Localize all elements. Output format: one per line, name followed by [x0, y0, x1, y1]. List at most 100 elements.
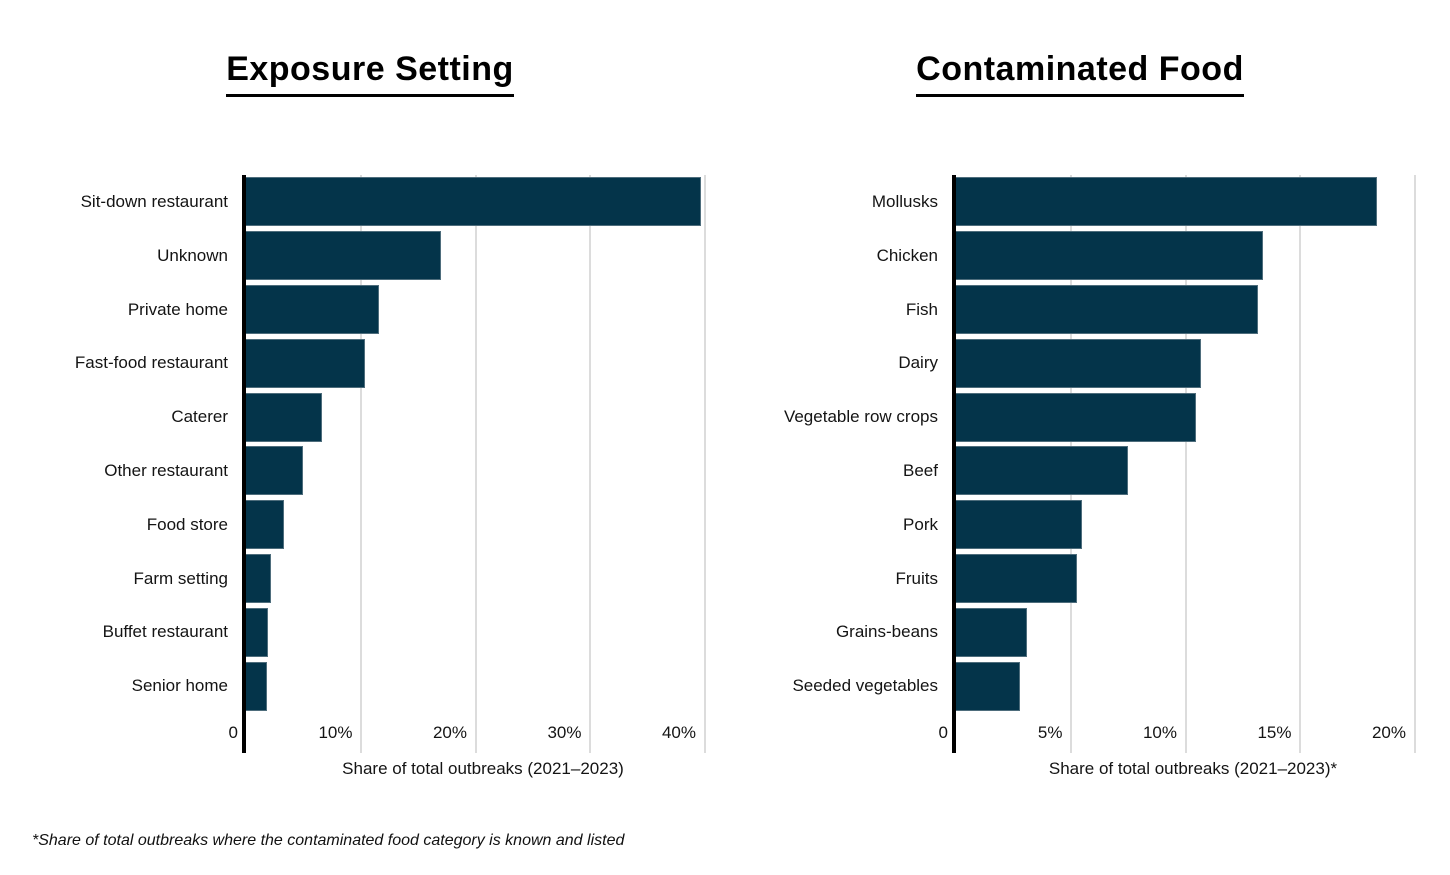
bar-area	[956, 390, 1430, 444]
bar-area	[956, 659, 1430, 713]
footnote: *Share of total outbreaks where the cont…	[32, 832, 625, 849]
category-label: Farm setting	[133, 568, 228, 588]
bar	[246, 392, 322, 442]
bar-row: Caterer	[20, 390, 720, 444]
bar	[246, 553, 272, 603]
x-tick-label: 15%	[1257, 723, 1292, 742]
bar	[246, 661, 267, 711]
category-label: Chicken	[876, 245, 938, 265]
category-label: Fast-food restaurant	[74, 353, 228, 373]
bar-row: Senior home	[20, 659, 720, 713]
bar-row: Other restaurant	[20, 444, 720, 498]
gridline	[589, 175, 592, 753]
category-label: Sit-down restaurant	[80, 192, 228, 211]
x-tick-label: 40%	[661, 723, 696, 742]
bar-row: Fish	[730, 283, 1430, 337]
y-axis-line	[242, 175, 246, 753]
chart-title-text: Contaminated Food	[916, 50, 1244, 97]
bar-rows: Mollusks Chicken Fish Dairy Vegetable row cr…	[730, 175, 1430, 713]
bar	[246, 284, 379, 334]
category-label: Mollusks	[871, 192, 938, 211]
bar	[956, 500, 1082, 550]
bar-row: Grains-beans	[730, 605, 1430, 659]
bar-row: Private home	[20, 283, 720, 337]
grid-layer: 0 5% 10% 15% 20%	[939, 175, 1430, 753]
bar-area	[956, 336, 1430, 390]
bar	[956, 553, 1078, 603]
x-axis-label: Share of total outbreaks (2021–2023)	[342, 759, 624, 778]
category-label: Private home	[127, 299, 228, 319]
bar-area	[956, 498, 1430, 552]
category-label: Other restaurant	[104, 460, 228, 480]
bar	[246, 500, 284, 550]
bar-row: Chicken	[730, 229, 1430, 283]
x-tick-label: 0	[228, 723, 238, 742]
bar-row: Mollusks	[730, 175, 1430, 229]
bar-area	[956, 229, 1430, 283]
category-label: Beef	[903, 460, 938, 480]
bar	[956, 607, 1027, 657]
gridline	[474, 175, 477, 753]
bar-area	[246, 605, 720, 659]
bar	[246, 231, 441, 281]
gridline	[360, 175, 363, 753]
category-label: Senior home	[131, 676, 228, 696]
bar-area	[246, 444, 720, 498]
bar	[956, 177, 1378, 227]
category-label: Buffet restaurant	[102, 622, 228, 642]
category-label: Seeded vegetables	[792, 676, 938, 696]
bar-row: Farm setting	[20, 552, 720, 606]
x-tick-label: 20%	[432, 723, 467, 742]
category-label: Pork	[903, 514, 938, 534]
category-label: Caterer	[171, 407, 228, 427]
bar	[956, 446, 1128, 496]
bar-row: Fruits	[730, 552, 1430, 606]
bar-area	[246, 336, 720, 390]
category-label: Grains-beans	[835, 622, 938, 642]
bar	[956, 231, 1263, 281]
bar-area	[246, 498, 720, 552]
category-label: Food store	[146, 514, 228, 534]
grid-layer: 0 10% 20% 30% 40%	[229, 175, 720, 753]
bar-row: Seeded vegetables	[730, 659, 1430, 713]
bar-row: Pork	[730, 498, 1430, 552]
bar-row: Vegetable row crops	[730, 390, 1430, 444]
x-tick-label: 30%	[547, 723, 582, 742]
exposure-setting-chart: Exposure Setting 0 10% 20% 30% 40% Sit-down …	[20, 50, 720, 779]
bar-row: Sit-down restaurant	[20, 175, 720, 229]
bar-area	[956, 175, 1430, 229]
category-label: Dairy	[898, 353, 938, 373]
bar-area	[956, 283, 1430, 337]
x-axis-label: Share of total outbreaks (2021–2023)*	[1048, 759, 1338, 778]
category-label: Vegetable row crops	[783, 407, 938, 427]
bar	[246, 446, 304, 496]
bar-area	[246, 229, 720, 283]
bar-area	[956, 605, 1430, 659]
bar-row: Beef	[730, 444, 1430, 498]
chart-title-exposure-setting: Exposure Setting	[20, 50, 720, 97]
chart-plot-area: 0 10% 20% 30% 40% Sit-down restaurant Unknown…	[20, 175, 720, 753]
category-label: Unknown	[157, 245, 228, 265]
y-axis-line	[952, 175, 956, 753]
bar-row: Dairy	[730, 336, 1430, 390]
category-label: Fruits	[895, 568, 939, 588]
bar	[246, 607, 268, 657]
bar	[956, 392, 1197, 442]
bar-row: Food store	[20, 498, 720, 552]
chart-plot-area: 0 5% 10% 15% 20% Mollusks Chicken Fish Dairy Veg…	[730, 175, 1430, 753]
x-tick-label: 20%	[1371, 723, 1406, 742]
bar-area	[246, 659, 720, 713]
bar-area	[246, 552, 720, 606]
x-tick-label: 10%	[1142, 723, 1177, 742]
bar-area	[246, 283, 720, 337]
chart-title-contaminated-food: Contaminated Food	[730, 50, 1430, 97]
bar-area	[246, 390, 720, 444]
bar-rows: Sit-down restaurant Unknown Private home Fa…	[20, 175, 720, 713]
bar-row: Unknown	[20, 229, 720, 283]
x-tick-label: 10%	[318, 723, 353, 742]
gridline	[1299, 175, 1302, 753]
chart-title-text: Exposure Setting	[226, 50, 514, 97]
bar-area	[246, 175, 720, 229]
charts-row: Exposure Setting 0 10% 20% 30% 40% Sit-down …	[20, 50, 1450, 779]
bar	[956, 338, 1201, 388]
